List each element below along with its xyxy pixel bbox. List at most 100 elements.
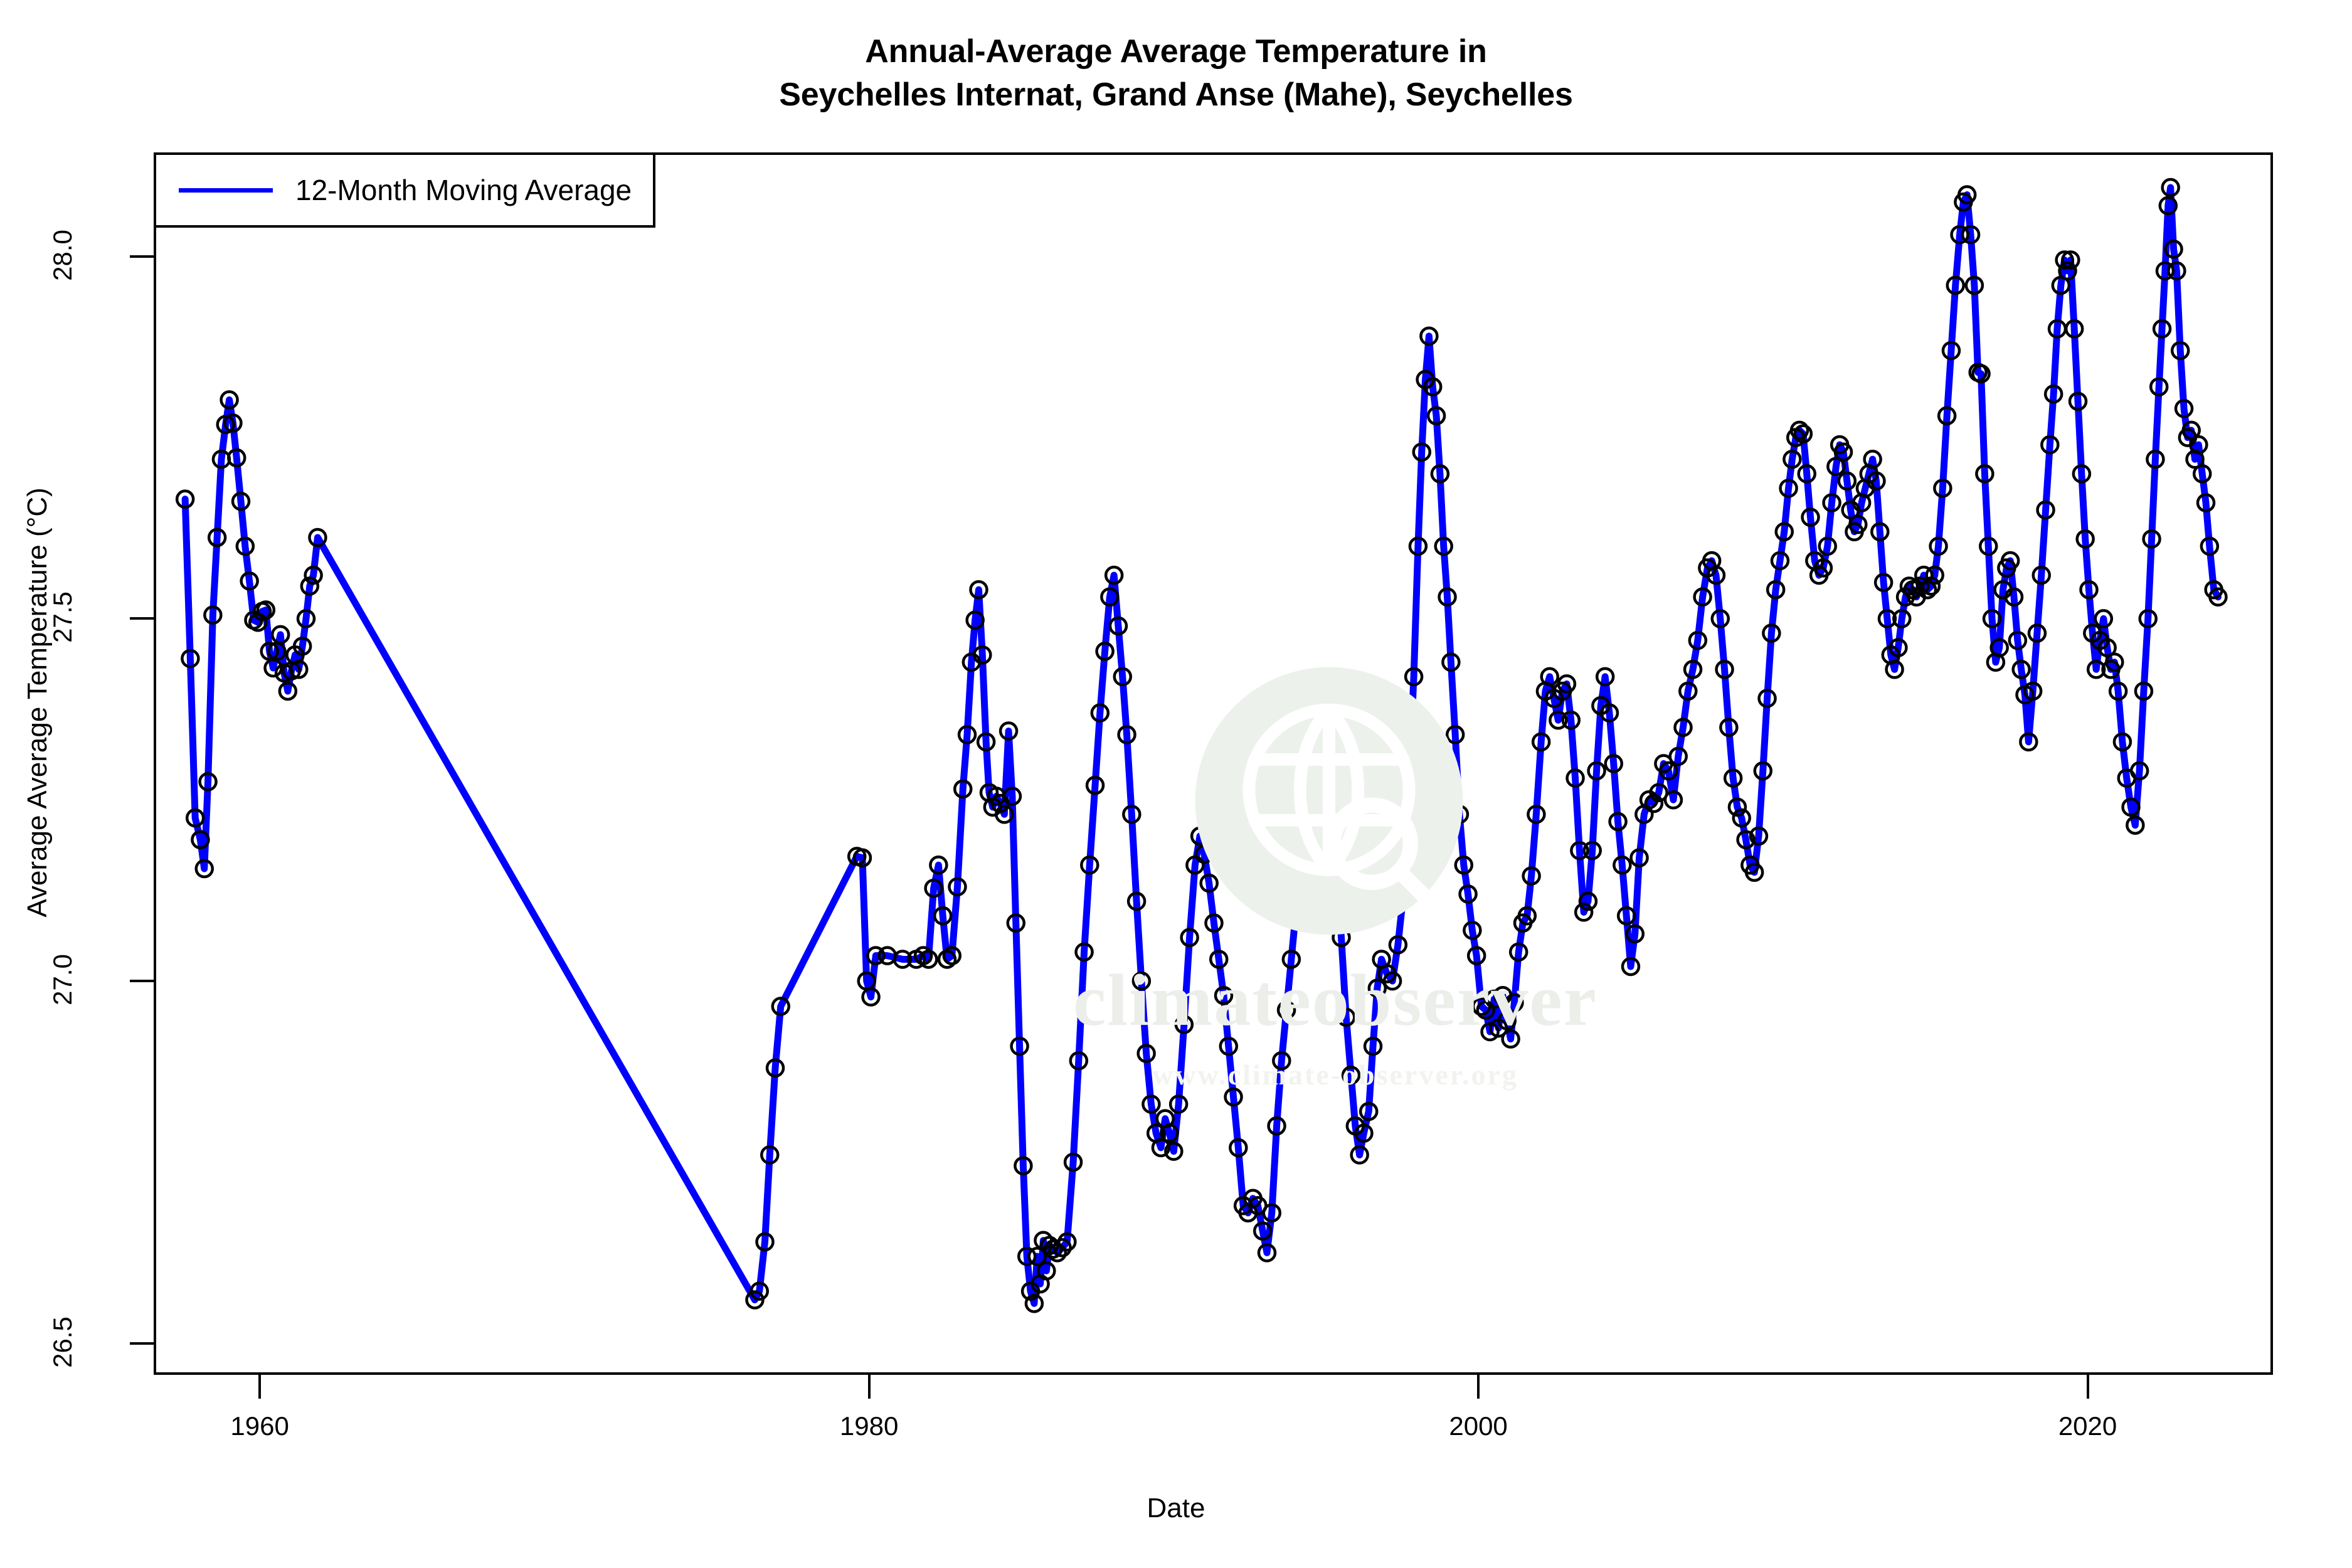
data-point	[1253, 1221, 1273, 1241]
data-point	[1434, 536, 1453, 556]
data-point	[1613, 856, 1632, 875]
data-point	[1350, 1145, 1369, 1165]
x-tick-mark	[258, 1375, 262, 1399]
data-point	[852, 848, 872, 867]
data-point	[1561, 710, 1581, 730]
data-point	[1527, 805, 1546, 824]
data-point	[2043, 384, 2063, 404]
data-point	[866, 946, 886, 965]
data-point	[270, 625, 290, 645]
data-point	[1354, 1123, 1374, 1143]
data-point	[1224, 1087, 1243, 1107]
data-point	[1892, 609, 1912, 628]
data-point	[1813, 558, 1833, 578]
data-point	[1565, 768, 1585, 788]
data-point	[1557, 674, 1577, 694]
data-point	[1497, 1011, 1517, 1030]
data-point	[1663, 790, 1683, 810]
data-point	[220, 390, 239, 410]
data-point	[1522, 866, 1541, 886]
data-point	[1625, 924, 1645, 944]
data-point	[1719, 718, 1739, 737]
data-point	[1964, 275, 1984, 295]
x-tick-mark	[2086, 1375, 2089, 1399]
data-point	[2170, 341, 2190, 361]
data-point	[2061, 250, 2080, 270]
data-point	[2200, 536, 2220, 556]
x-tick-mark	[1477, 1375, 1480, 1399]
chart-title-line-2: Seychelles Internat, Grand Anse (Mahe), …	[779, 76, 1573, 113]
data-point	[1281, 950, 1301, 969]
data-point	[1789, 420, 1809, 440]
data-point	[771, 997, 791, 1016]
data-point	[1833, 442, 1853, 462]
data-point	[223, 413, 243, 433]
data-point	[1517, 906, 1537, 926]
data-point	[1621, 956, 1641, 977]
data-point	[937, 950, 957, 969]
y-tick-label: 27.5	[48, 591, 77, 644]
data-point	[1505, 993, 1524, 1013]
data-point	[1715, 660, 1734, 679]
chart-title: Annual-Average Average Temperature in Se…	[0, 30, 2352, 116]
data-point	[1063, 1152, 1083, 1172]
data-point	[1006, 913, 1025, 933]
data-point	[235, 536, 255, 556]
data-point	[2008, 630, 2028, 650]
data-point	[1388, 935, 1408, 955]
data-point	[2129, 761, 2149, 781]
data-point	[2146, 450, 2165, 469]
data-point	[1668, 746, 1688, 766]
y-tick-label: 28.0	[48, 229, 77, 281]
data-point	[2040, 435, 2060, 455]
data-point	[1770, 551, 1790, 571]
data-point	[2011, 660, 2031, 679]
data-point	[300, 576, 320, 596]
data-point	[1219, 1036, 1239, 1056]
data-point	[2072, 464, 2092, 484]
data-point	[1160, 1123, 1179, 1143]
data-point	[1925, 565, 1944, 585]
data-point	[1168, 1094, 1189, 1114]
x-tick-label: 2000	[1449, 1411, 1508, 1441]
data-point	[2181, 420, 2201, 440]
data-point	[1736, 830, 1756, 850]
data-point	[1885, 660, 1904, 679]
data-point	[1113, 667, 1132, 687]
data-point	[292, 637, 312, 656]
data-point	[924, 878, 943, 898]
data-point	[2055, 250, 2074, 270]
legend-line-swatch	[179, 188, 273, 193]
legend: 12-Month Moving Average	[154, 152, 655, 228]
data-point	[1131, 971, 1152, 991]
data-point	[2121, 797, 2141, 817]
data-point	[289, 660, 309, 679]
data-point	[893, 950, 913, 969]
data-point	[1057, 1232, 1077, 1252]
data-point	[1531, 732, 1551, 752]
data-point	[216, 415, 235, 435]
data-point	[1024, 1293, 1044, 1313]
data-point	[1608, 812, 1628, 832]
data-point	[1957, 185, 1977, 204]
data-point	[1136, 1044, 1156, 1063]
data-point	[191, 830, 210, 850]
data-point	[1822, 493, 1841, 512]
data-point	[1644, 793, 1664, 813]
data-point	[1267, 1116, 1286, 1136]
series-line	[181, 184, 2222, 1307]
y-tick-mark	[130, 255, 154, 258]
data-point	[1604, 754, 1624, 773]
data-point	[1616, 906, 1636, 926]
data-point	[1723, 768, 1743, 788]
data-point	[304, 565, 323, 585]
data-point	[1095, 642, 1115, 661]
data-point	[1419, 326, 1439, 346]
data-point	[2036, 500, 2055, 520]
series-canvas	[175, 177, 2228, 1313]
data-point	[1466, 946, 1486, 965]
data-point	[1917, 580, 1937, 600]
data-point	[1649, 783, 1668, 802]
data-point	[2068, 391, 2088, 411]
data-point	[1174, 1015, 1194, 1034]
